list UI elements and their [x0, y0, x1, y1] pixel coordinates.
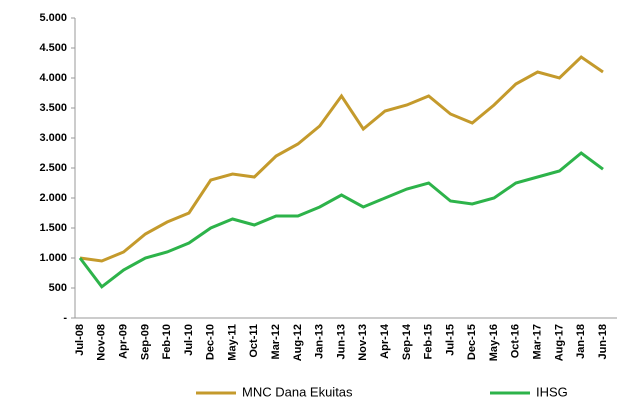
y-tick-label: 2.500 — [39, 162, 67, 174]
y-tick-label: 1.500 — [39, 222, 67, 234]
x-tick-label: May-11 — [226, 324, 238, 361]
series-line — [78, 151, 604, 289]
series-line — [79, 55, 604, 263]
y-tick-label: 3.000 — [39, 132, 67, 144]
x-tick-label: Jul-08 — [74, 324, 86, 356]
x-tick-label: Jul-15 — [444, 324, 456, 356]
x-tick-label: Jul-10 — [183, 324, 195, 356]
y-tick-label: 1.000 — [39, 252, 67, 264]
legend-label: MNC Dana Ekuitas — [242, 384, 353, 399]
x-tick-label: Aug-17 — [553, 324, 565, 361]
x-tick-label: Oct-16 — [510, 324, 522, 358]
x-tick-label: Sep-14 — [401, 323, 413, 360]
x-tick-label: Nov-08 — [96, 324, 108, 361]
x-tick-label: May-16 — [488, 324, 500, 361]
x-tick-label: Dec-15 — [466, 324, 478, 360]
x-tick-label: Feb-15 — [423, 324, 435, 359]
x-tick-label: Jan-13 — [314, 324, 326, 359]
x-tick-label: Oct-11 — [248, 324, 260, 358]
y-tick-label: 3.500 — [39, 102, 67, 114]
x-tick-label: Apr-14 — [379, 323, 391, 359]
x-tick-label: Apr-09 — [117, 324, 129, 359]
x-tick-label: Dec-10 — [205, 324, 217, 360]
y-tick-label: 500 — [49, 282, 67, 294]
x-tick-label: Feb-10 — [161, 324, 173, 359]
x-tick-label: Jun-13 — [335, 324, 347, 359]
x-tick-label: Sep-09 — [139, 324, 151, 360]
legend-label: IHSG — [536, 384, 568, 399]
x-tick-label: Mar-12 — [270, 324, 282, 359]
x-tick-label: Nov-13 — [357, 324, 369, 361]
y-tick-label: 2.000 — [39, 192, 67, 204]
y-tick-label: 4.500 — [39, 42, 67, 54]
y-tick-label: - — [63, 312, 67, 324]
x-tick-label: Mar-17 — [532, 324, 544, 359]
x-tick-label: Aug-12 — [292, 324, 304, 361]
x-tick-label: Jan-18 — [575, 324, 587, 359]
x-tick-label: Jun-18 — [597, 324, 609, 359]
y-tick-label: 4.000 — [39, 72, 67, 84]
y-tick-label: 5.000 — [39, 12, 67, 24]
